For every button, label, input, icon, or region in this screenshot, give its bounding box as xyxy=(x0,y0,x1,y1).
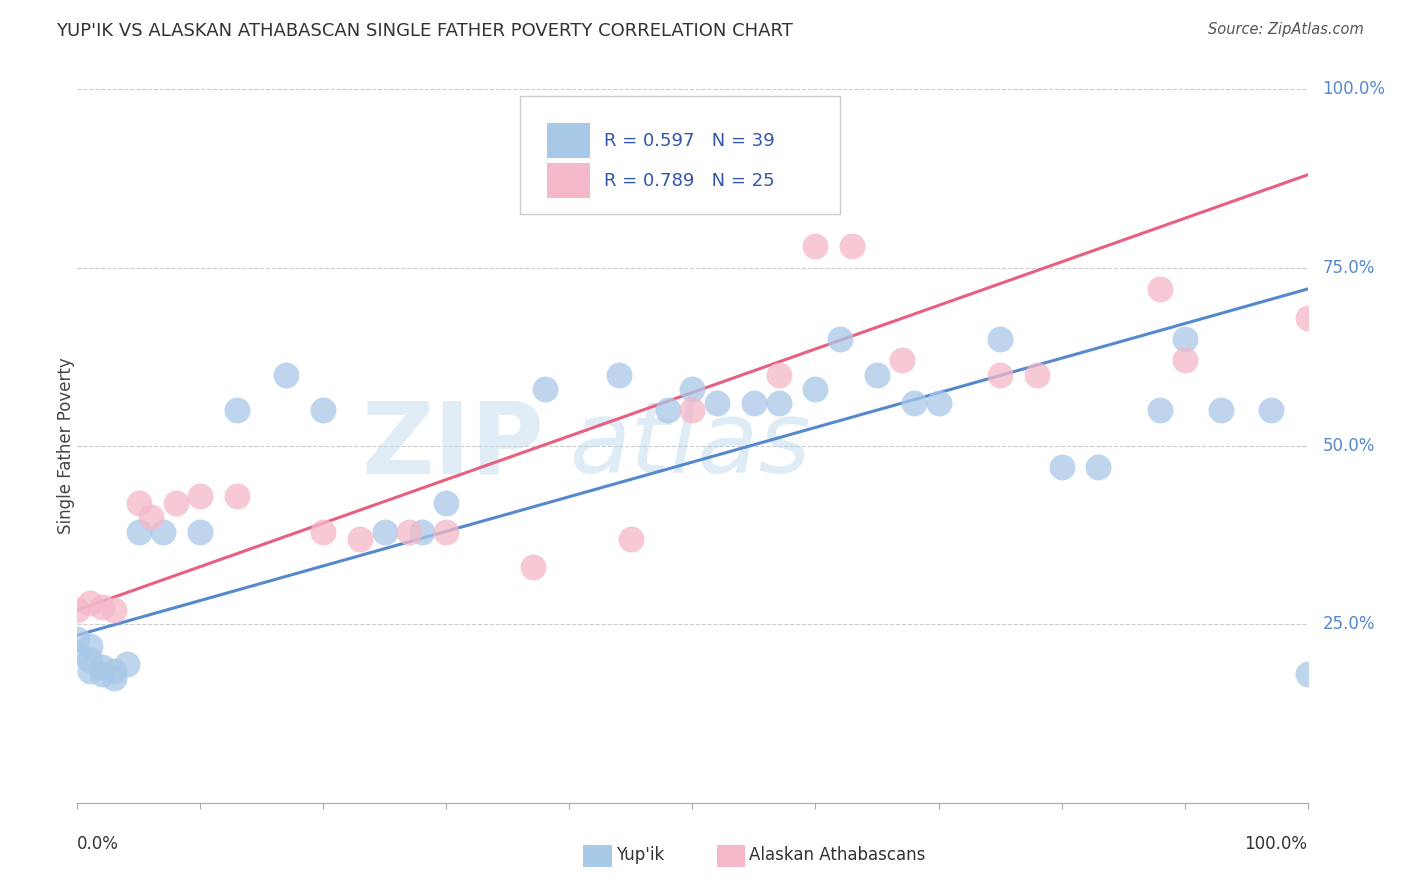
Point xyxy=(534,382,557,396)
Point xyxy=(66,646,89,660)
Text: 50.0%: 50.0% xyxy=(1323,437,1375,455)
Text: R = 0.597   N = 39: R = 0.597 N = 39 xyxy=(605,132,775,150)
Text: 25.0%: 25.0% xyxy=(1323,615,1375,633)
Point xyxy=(682,382,704,396)
Point xyxy=(276,368,298,382)
Point xyxy=(411,524,433,539)
FancyBboxPatch shape xyxy=(547,123,591,159)
Point xyxy=(620,532,643,546)
Point xyxy=(312,524,335,539)
Point xyxy=(152,524,174,539)
Point xyxy=(79,596,101,610)
FancyBboxPatch shape xyxy=(547,162,591,198)
Point xyxy=(188,489,212,503)
Point xyxy=(607,368,630,382)
Point xyxy=(90,599,114,614)
Point xyxy=(398,524,420,539)
Point xyxy=(226,489,249,503)
Point xyxy=(830,332,852,346)
Point xyxy=(103,671,125,685)
Point xyxy=(657,403,679,417)
Point xyxy=(79,664,101,678)
Text: Alaskan Athabascans: Alaskan Athabascans xyxy=(749,847,925,864)
Text: Source: ZipAtlas.com: Source: ZipAtlas.com xyxy=(1208,22,1364,37)
Point xyxy=(1211,403,1233,417)
Point xyxy=(374,524,396,539)
Point xyxy=(841,239,863,253)
Point xyxy=(1296,667,1319,681)
Point xyxy=(768,396,790,410)
Point xyxy=(436,496,458,510)
Point xyxy=(1050,460,1073,475)
Point xyxy=(115,657,138,671)
Text: 0.0%: 0.0% xyxy=(77,835,120,853)
Point xyxy=(522,560,544,574)
Point xyxy=(988,332,1011,346)
Point xyxy=(706,396,728,410)
Text: 75.0%: 75.0% xyxy=(1323,259,1375,277)
Point xyxy=(312,403,335,417)
Y-axis label: Single Father Poverty: Single Father Poverty xyxy=(58,358,75,534)
Text: 100.0%: 100.0% xyxy=(1244,835,1308,853)
Point xyxy=(1149,403,1171,417)
Point xyxy=(866,368,889,382)
Point xyxy=(349,532,371,546)
Point xyxy=(436,524,458,539)
Point xyxy=(79,653,101,667)
Text: YUP'IK VS ALASKAN ATHABASCAN SINGLE FATHER POVERTY CORRELATION CHART: YUP'IK VS ALASKAN ATHABASCAN SINGLE FATH… xyxy=(56,22,793,40)
Point xyxy=(90,667,114,681)
Point xyxy=(188,524,212,539)
Point xyxy=(128,496,150,510)
Text: 100.0%: 100.0% xyxy=(1323,80,1385,98)
Point xyxy=(128,524,150,539)
Text: R = 0.789   N = 25: R = 0.789 N = 25 xyxy=(605,171,775,189)
Point xyxy=(1087,460,1109,475)
Point xyxy=(1149,282,1171,296)
Point xyxy=(890,353,912,368)
Point xyxy=(165,496,187,510)
Point xyxy=(66,632,89,646)
Point xyxy=(1174,353,1197,368)
Point xyxy=(1026,368,1049,382)
Point xyxy=(226,403,249,417)
Point xyxy=(988,368,1011,382)
Text: Yup'ik: Yup'ik xyxy=(616,847,664,864)
Point xyxy=(103,664,125,678)
FancyBboxPatch shape xyxy=(520,96,841,214)
Point xyxy=(682,403,704,417)
Point xyxy=(1260,403,1282,417)
Point xyxy=(79,639,101,653)
Point xyxy=(804,239,827,253)
Point xyxy=(768,368,790,382)
Point xyxy=(1296,310,1319,325)
Text: atlas: atlas xyxy=(569,398,811,494)
Text: ZIP: ZIP xyxy=(361,398,546,494)
Point xyxy=(90,660,114,674)
Point xyxy=(903,396,925,410)
Point xyxy=(928,396,950,410)
Point xyxy=(66,603,89,617)
Point xyxy=(103,603,125,617)
Point xyxy=(742,396,765,410)
Point xyxy=(804,382,827,396)
Point xyxy=(1174,332,1197,346)
Point xyxy=(141,510,163,524)
